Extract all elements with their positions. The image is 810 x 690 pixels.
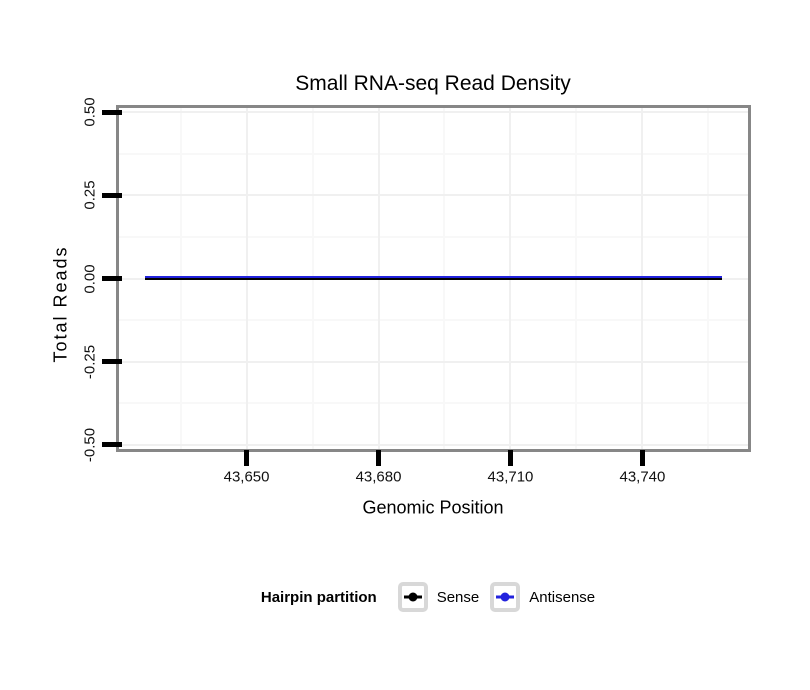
x-axis-title: Genomic Position — [362, 497, 504, 518]
y-axis-tick — [102, 192, 122, 198]
y-axis-tick — [102, 442, 122, 448]
legend-item-sense: Sense — [397, 582, 480, 612]
series-line-sense — [145, 277, 722, 281]
plot-title: Small RNA-seq Read Density — [295, 72, 571, 95]
y-major-gridline — [119, 194, 748, 197]
x-tick-label: 43,740 — [619, 468, 666, 486]
x-axis-tick — [639, 450, 645, 466]
series-line-antisense — [145, 275, 722, 279]
legend: Hairpin partition Sense Antisense — [119, 581, 748, 613]
y-minor-gridline — [119, 402, 748, 405]
y-minor-gridline — [119, 319, 748, 322]
y-tick-label: 0.50 — [81, 97, 99, 127]
legend-item-label: Sense — [436, 588, 480, 606]
legend-items: Sense Antisense — [397, 582, 606, 612]
y-tick-label: 0.25 — [81, 180, 99, 211]
y-tick-label: 0.00 — [81, 263, 99, 294]
x-axis-tick — [376, 450, 382, 466]
legend-title: Hairpin partition — [260, 588, 377, 606]
legend-key-dot — [500, 592, 510, 602]
legend-key-dot — [408, 592, 418, 602]
y-tick-label: -0.25 — [81, 344, 99, 379]
x-tick-label: 43,680 — [355, 468, 402, 486]
y-minor-gridline — [119, 235, 748, 238]
legend-key-box — [490, 582, 521, 612]
y-major-gridline — [119, 360, 748, 363]
x-axis-tick — [507, 450, 513, 466]
y-axis-tick — [102, 109, 122, 115]
y-axis-tick — [102, 359, 122, 365]
x-axis-tick — [244, 450, 250, 466]
y-major-gridline — [119, 443, 748, 446]
y-axis-tick — [102, 276, 122, 281]
y-tick-label: -0.50 — [81, 427, 99, 462]
legend-key-box — [397, 582, 428, 612]
x-tick-label: 43,650 — [223, 468, 270, 486]
y-axis-title: Total Reads — [50, 245, 71, 363]
y-major-gridline — [119, 111, 748, 114]
legend-item-label: Antisense — [529, 588, 596, 606]
y-minor-gridline — [119, 152, 748, 155]
legend-item-antisense: Antisense — [490, 582, 595, 612]
x-tick-label: 43,710 — [487, 468, 534, 486]
